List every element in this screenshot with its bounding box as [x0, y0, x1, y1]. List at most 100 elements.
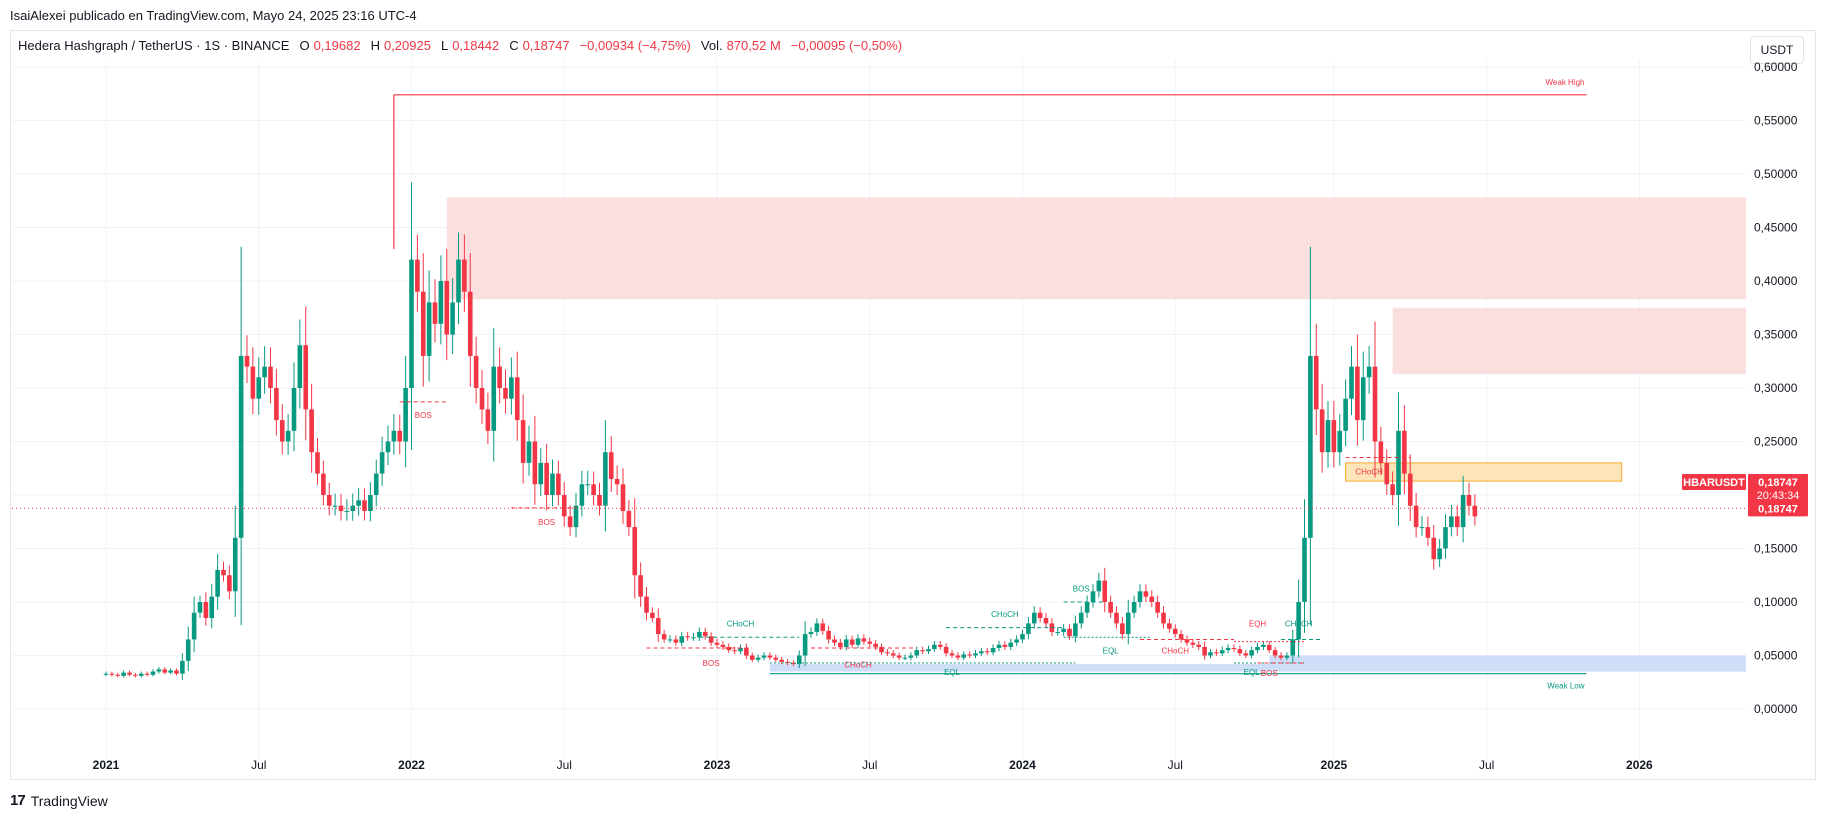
- candle-body: [467, 291, 473, 356]
- candle-body: [174, 670, 179, 674]
- x-tick-label: 2021: [93, 758, 120, 772]
- candle-body: [1325, 420, 1331, 453]
- candle-body: [227, 575, 232, 592]
- candle-body: [597, 495, 602, 506]
- candle-body: [1302, 537, 1307, 602]
- candle-body: [1396, 430, 1401, 495]
- candle-body: [1372, 366, 1378, 442]
- candle-body: [879, 646, 884, 653]
- structure-label: CHoCH: [1355, 468, 1383, 477]
- candle-body: [168, 670, 173, 673]
- candle-body: [902, 657, 908, 659]
- candle-body: [315, 452, 320, 474]
- candle-body: [1466, 495, 1472, 506]
- candle-body: [932, 644, 937, 650]
- candle-body: [127, 672, 132, 675]
- candle-body: [538, 462, 544, 485]
- candle-body: [332, 505, 338, 507]
- tradingview-logo-icon: 17: [10, 792, 26, 809]
- candle-body: [608, 452, 614, 479]
- brand-name: TradingView: [30, 792, 108, 809]
- candle-body: [438, 281, 444, 324]
- candle-body: [321, 473, 326, 495]
- candle-body: [896, 655, 902, 658]
- candle-body: [532, 441, 538, 485]
- supply-zone: [1392, 307, 1746, 375]
- candle-body: [1190, 642, 1196, 645]
- candle-body: [309, 409, 314, 453]
- candle-body: [1419, 527, 1425, 529]
- candle-body: [867, 641, 873, 644]
- candle-body: [849, 639, 855, 645]
- symbol-title[interactable]: Hedera Hashgraph / TetherUS · 1S · BINAN…: [18, 38, 290, 53]
- candle-body: [738, 648, 743, 652]
- structure-label: EQL: [1244, 668, 1261, 677]
- low-label: L: [440, 38, 449, 53]
- y-tick-label: 0,15000: [1754, 542, 1798, 556]
- candle-body: [344, 511, 350, 513]
- candle-body: [274, 388, 279, 421]
- candle-body: [450, 302, 455, 335]
- countdown-text: 20:43:34: [1757, 490, 1800, 502]
- candle-body: [209, 596, 215, 619]
- candle-body: [1172, 628, 1178, 635]
- candle-body: [644, 596, 649, 613]
- candle-body: [256, 377, 262, 399]
- chart-frame: [10, 30, 1816, 780]
- candle-body: [297, 345, 303, 388]
- candle-body: [150, 671, 156, 675]
- candle-body: [550, 473, 555, 495]
- x-tick-label: Jul: [251, 758, 266, 772]
- candle-body: [426, 302, 432, 356]
- candle-body: [285, 430, 291, 442]
- candle-body: [456, 259, 461, 303]
- candle-body: [185, 639, 191, 661]
- candle-body: [115, 674, 121, 676]
- candle-body: [920, 650, 925, 652]
- candle-body: [926, 649, 931, 652]
- candle-body: [156, 669, 162, 672]
- candle-body: [1337, 430, 1343, 453]
- candle-body: [1084, 602, 1090, 613]
- candle-body: [1090, 591, 1096, 602]
- structure-label: CHoCH: [1161, 646, 1189, 655]
- currency-button[interactable]: USDT: [1750, 36, 1804, 64]
- symbol-legend: Hedera Hashgraph / TetherUS · 1S · BINAN…: [18, 38, 902, 53]
- candle-body: [1278, 655, 1284, 658]
- candle-body: [761, 655, 767, 658]
- candle-body: [403, 388, 408, 442]
- candle-body: [1454, 516, 1460, 528]
- candle-body: [996, 644, 1002, 649]
- footer-branding[interactable]: 17 TradingView: [10, 792, 108, 809]
- candle-body: [1378, 441, 1384, 463]
- candle-body: [785, 661, 790, 663]
- candle-body: [603, 452, 608, 506]
- candle-body: [561, 495, 567, 517]
- candle-body: [579, 484, 585, 506]
- candle-body: [1343, 398, 1348, 431]
- x-tick-label: Jul: [1479, 758, 1494, 772]
- candle-body: [180, 660, 185, 674]
- candle-body: [1031, 612, 1037, 624]
- candle-body: [914, 650, 920, 656]
- level-label: Weak Low: [1547, 682, 1584, 691]
- y-tick-label: 0,30000: [1754, 381, 1798, 395]
- candle-body: [1131, 602, 1137, 613]
- candle-body: [1196, 644, 1202, 647]
- candle-body: [1149, 596, 1155, 602]
- candle-body: [1214, 652, 1219, 654]
- candle-body: [1067, 628, 1072, 637]
- candle-body: [791, 662, 796, 665]
- candle-body: [1443, 527, 1448, 549]
- candle-body: [1237, 649, 1243, 654]
- candle-body: [1202, 646, 1207, 656]
- candle-body: [937, 644, 943, 647]
- candle-body: [802, 634, 808, 656]
- candle-body: [215, 569, 220, 597]
- candle-body: [1155, 602, 1160, 613]
- candle-body: [1425, 527, 1431, 538]
- structure-label: CHoCH: [727, 620, 755, 629]
- x-tick-label: 2026: [1626, 758, 1653, 772]
- candle-body: [379, 452, 385, 474]
